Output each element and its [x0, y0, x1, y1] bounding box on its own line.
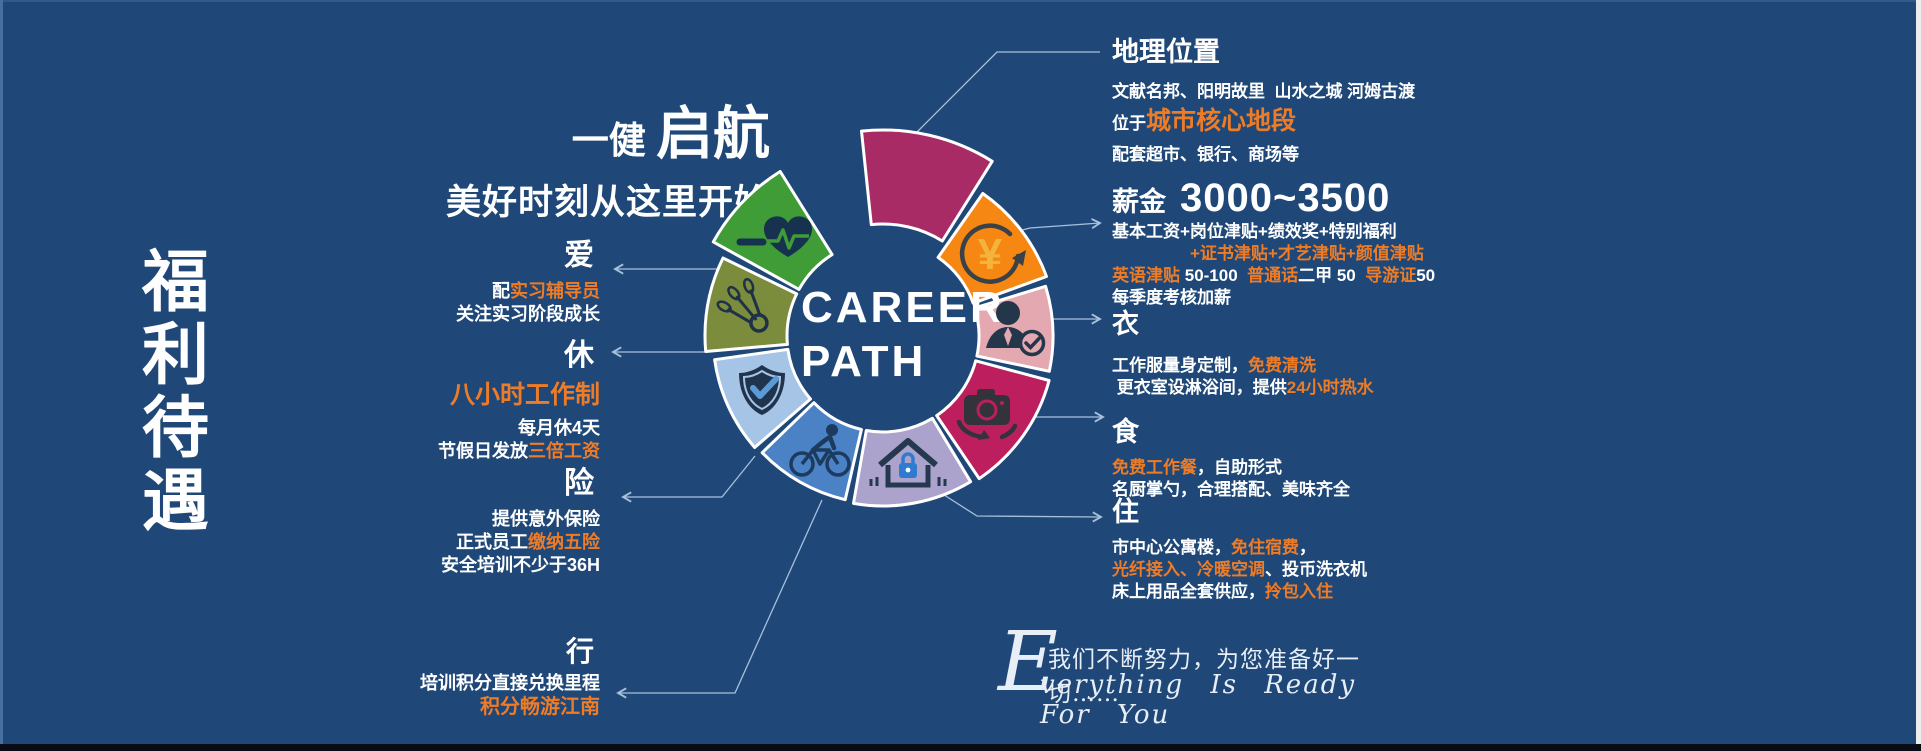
section-salary-line1: 基本工资+岗位津贴+绩效奖+特别福利	[1112, 222, 1397, 241]
heart-pulse-icon	[736, 216, 812, 257]
section-love-title: 爱	[564, 239, 594, 272]
section-rest-line2: 节假日发放三倍工资	[438, 441, 600, 462]
section-food-title: 食	[1112, 417, 1139, 447]
headline-sub: 美好时刻从这里开始	[445, 183, 770, 222]
connector-location	[907, 51, 1100, 142]
section-rest-title: 休	[564, 339, 594, 372]
cyclist-icon	[789, 424, 851, 477]
career-text-line1: CAREER	[801, 283, 1005, 332]
section-location-line2: 位于城市核心地段	[1112, 107, 1297, 136]
benefits-banner-title: 福利待遇	[132, 246, 207, 538]
bottom-edge-strip	[0, 744, 1921, 751]
shield-check-icon	[739, 365, 785, 415]
section-location: 地理位置 文献名邦、阳明故里 山水之城 河姆古渡 位于城市核心地段 配套超市、银…	[1112, 30, 1415, 166]
wheel-icons: ¥	[716, 216, 1046, 488]
section-salary-line3: 英语津贴 50-100 普通话二甲 50 导游证50	[1112, 266, 1436, 286]
person-check-icon	[986, 301, 1046, 357]
headline: 一健 启航 美好时刻从这里开始	[446, 88, 770, 225]
section-rest-highlight: 八小时工作制	[449, 381, 600, 409]
section-love: 爱 配实习辅导员 关注实习阶段成长	[456, 230, 600, 326]
section-housing-line3: 床上用品全套供应，拎包入住	[1112, 582, 1333, 602]
connector-housing	[940, 492, 1103, 523]
wheel-segment-start	[860, 128, 994, 243]
section-clothing-title: 衣	[1112, 309, 1139, 339]
section-love-line1: 配实习辅导员	[492, 281, 600, 301]
connector-travel	[616, 499, 823, 699]
section-food: 食 免费工作餐，自助形式 名厨掌勺，合理搭配、美味齐全	[1112, 410, 1350, 501]
footer-slogan-en: verything Is Ready For You	[1040, 670, 1357, 730]
section-travel-line1: 培训积分直接兑换里程	[420, 673, 600, 693]
section-travel: 行 培训积分直接兑换里程 积分畅游江南	[420, 630, 600, 721]
section-location-title: 地理位置	[1112, 37, 1220, 67]
headline-small: 一健	[571, 120, 656, 161]
section-clothing-line2: 更衣室设淋浴间，提供24小时热水	[1112, 378, 1374, 398]
camera-sync-icon	[956, 389, 1018, 440]
section-food-line1: 免费工作餐，自助形式	[1112, 458, 1282, 477]
section-insurance-line2: 正式员工缴纳五险	[456, 532, 600, 553]
section-rest: 休 八小时工作制 每月休4天 节假日发放三倍工资	[438, 330, 600, 463]
section-love-line2: 关注实习阶段成长	[456, 304, 600, 325]
house-lock-icon	[869, 438, 947, 488]
section-insurance-line1: 提供意外保险	[492, 509, 600, 529]
headline-line1: 一健 启航	[446, 88, 770, 170]
section-location-line3: 配套超市、银行、商场等	[1112, 144, 1299, 164]
right-edge-strip	[1916, 0, 1921, 751]
section-travel-line2: 积分畅游江南	[480, 696, 600, 719]
yuan-refresh-icon: ¥	[959, 223, 1026, 284]
wheel-segment-salary	[936, 192, 1048, 305]
section-travel-title: 行	[565, 636, 594, 667]
svg-text:¥: ¥	[978, 230, 1003, 279]
section-salary: 薪金 3000~3500 基本工资+岗位津贴+绩效奖+特别福利 +证书津贴+才艺…	[1112, 176, 1435, 309]
wheel-segment-rest	[703, 256, 799, 353]
section-clothing-line1: 工作服量身定制，免费清洗	[1112, 356, 1316, 375]
section-location-line1: 文献名邦、阳明故里 山水之城 河姆古渡	[1112, 82, 1416, 101]
footer-slogan: E 我们不断努力，为您准备好一切…… verything Is Ready Fo…	[998, 622, 1418, 731]
left-edge-line	[0, 0, 3, 751]
top-edge-line	[0, 0, 1921, 2]
section-rest-line1: 每月休4天	[517, 418, 600, 439]
section-housing-line2: 光纤接入、冷暖空调、投币洗衣机	[1112, 560, 1367, 580]
section-food-line2: 名厨掌勺，合理搭配、美味齐全	[1112, 480, 1350, 500]
section-salary-line2: +证书津贴+才艺津贴+颜值津贴	[1190, 244, 1424, 264]
connector-insurance	[621, 455, 756, 503]
section-salary-amount: 3000~3500	[1180, 176, 1391, 220]
shuttlecock-icon	[716, 277, 769, 333]
section-insurance-title: 险	[564, 467, 594, 500]
section-insurance: 险 提供意外保险 正式员工缴纳五险 安全培训不少于36H	[441, 458, 600, 577]
section-salary-line4: 每季度考核加薪	[1112, 288, 1231, 308]
section-housing: 住 市中心公寓楼，免住宿费， 光纤接入、冷暖空调、投币洗衣机 床上用品全套供应，…	[1112, 490, 1367, 603]
career-text-line2: PATH	[801, 337, 926, 386]
section-housing-title: 住	[1112, 497, 1139, 527]
footer-slogan-cn: 我们不断努力，为您准备好一切……	[1048, 647, 1360, 707]
section-housing-line1: 市中心公寓楼，免住宿费，	[1112, 538, 1316, 557]
section-salary-header: 薪金 3000~3500	[1112, 176, 1435, 221]
section-clothing: 衣 工作服量身定制，免费清洗 更衣室设淋浴间，提供24小时热水	[1112, 302, 1374, 399]
section-insurance-line3: 安全培训不少于36H	[440, 555, 600, 576]
headline-big: 启航	[656, 102, 770, 166]
footer-initial-letter: E	[998, 615, 1058, 710]
section-salary-title: 薪金	[1112, 187, 1166, 217]
